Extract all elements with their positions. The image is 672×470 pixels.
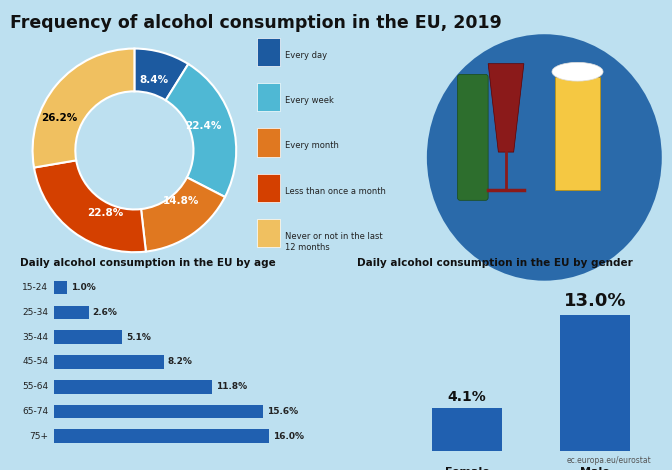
Text: 13.0%: 13.0% bbox=[563, 292, 626, 310]
FancyBboxPatch shape bbox=[257, 219, 280, 247]
Wedge shape bbox=[141, 177, 225, 251]
Text: ec.europa.eu/eurostat: ec.europa.eu/eurostat bbox=[567, 456, 652, 465]
Text: Daily alcohol consumption in the EU by gender: Daily alcohol consumption in the EU by g… bbox=[358, 258, 633, 267]
FancyBboxPatch shape bbox=[257, 38, 280, 66]
Text: 25-34: 25-34 bbox=[22, 308, 48, 317]
Bar bbox=[54, 281, 67, 294]
Text: 8.4%: 8.4% bbox=[139, 75, 168, 85]
Circle shape bbox=[427, 34, 662, 281]
FancyBboxPatch shape bbox=[257, 83, 280, 111]
Text: 22.8%: 22.8% bbox=[87, 208, 123, 218]
Text: 5.1%: 5.1% bbox=[126, 333, 151, 342]
Bar bbox=[560, 314, 630, 451]
Text: 1.0%: 1.0% bbox=[71, 283, 96, 292]
Wedge shape bbox=[34, 160, 146, 252]
Text: Never or not in the last
12 months: Never or not in the last 12 months bbox=[285, 232, 382, 251]
Text: 15.6%: 15.6% bbox=[267, 407, 298, 416]
Bar bbox=[54, 380, 212, 393]
Bar bbox=[54, 306, 89, 319]
FancyBboxPatch shape bbox=[257, 174, 280, 202]
Wedge shape bbox=[134, 48, 188, 100]
FancyBboxPatch shape bbox=[257, 128, 280, 157]
Text: Female: Female bbox=[445, 467, 489, 470]
Text: 35-44: 35-44 bbox=[22, 333, 48, 342]
Text: Daily alcohol consumption in the EU by age: Daily alcohol consumption in the EU by a… bbox=[20, 258, 276, 267]
Bar bbox=[54, 405, 263, 418]
Polygon shape bbox=[488, 64, 524, 152]
FancyBboxPatch shape bbox=[554, 77, 601, 189]
Text: Male: Male bbox=[580, 467, 610, 470]
Text: 11.8%: 11.8% bbox=[216, 382, 247, 391]
Text: Frequency of alcohol consumption in the EU, 2019: Frequency of alcohol consumption in the … bbox=[10, 14, 502, 32]
Bar bbox=[432, 408, 502, 451]
Text: Every week: Every week bbox=[285, 96, 334, 105]
Bar bbox=[54, 330, 122, 344]
Text: 75+: 75+ bbox=[30, 432, 48, 441]
Text: 8.2%: 8.2% bbox=[168, 357, 193, 367]
Bar bbox=[54, 355, 164, 369]
Wedge shape bbox=[32, 48, 134, 168]
Wedge shape bbox=[166, 64, 237, 197]
Text: 4.1%: 4.1% bbox=[448, 390, 487, 404]
Text: 22.4%: 22.4% bbox=[185, 121, 222, 131]
Text: 15-24: 15-24 bbox=[22, 283, 48, 292]
Text: Every month: Every month bbox=[285, 141, 339, 150]
Text: 16.0%: 16.0% bbox=[273, 432, 304, 441]
FancyBboxPatch shape bbox=[458, 74, 488, 200]
Text: 55-64: 55-64 bbox=[22, 382, 48, 391]
Text: Less than once a month: Less than once a month bbox=[285, 187, 386, 196]
Bar bbox=[54, 430, 269, 443]
Ellipse shape bbox=[552, 63, 603, 81]
Text: 26.2%: 26.2% bbox=[42, 113, 78, 123]
Text: Every day: Every day bbox=[285, 51, 327, 60]
Text: 65-74: 65-74 bbox=[22, 407, 48, 416]
Text: 45-54: 45-54 bbox=[22, 357, 48, 367]
Text: 2.6%: 2.6% bbox=[93, 308, 118, 317]
Text: 14.8%: 14.8% bbox=[163, 196, 200, 206]
